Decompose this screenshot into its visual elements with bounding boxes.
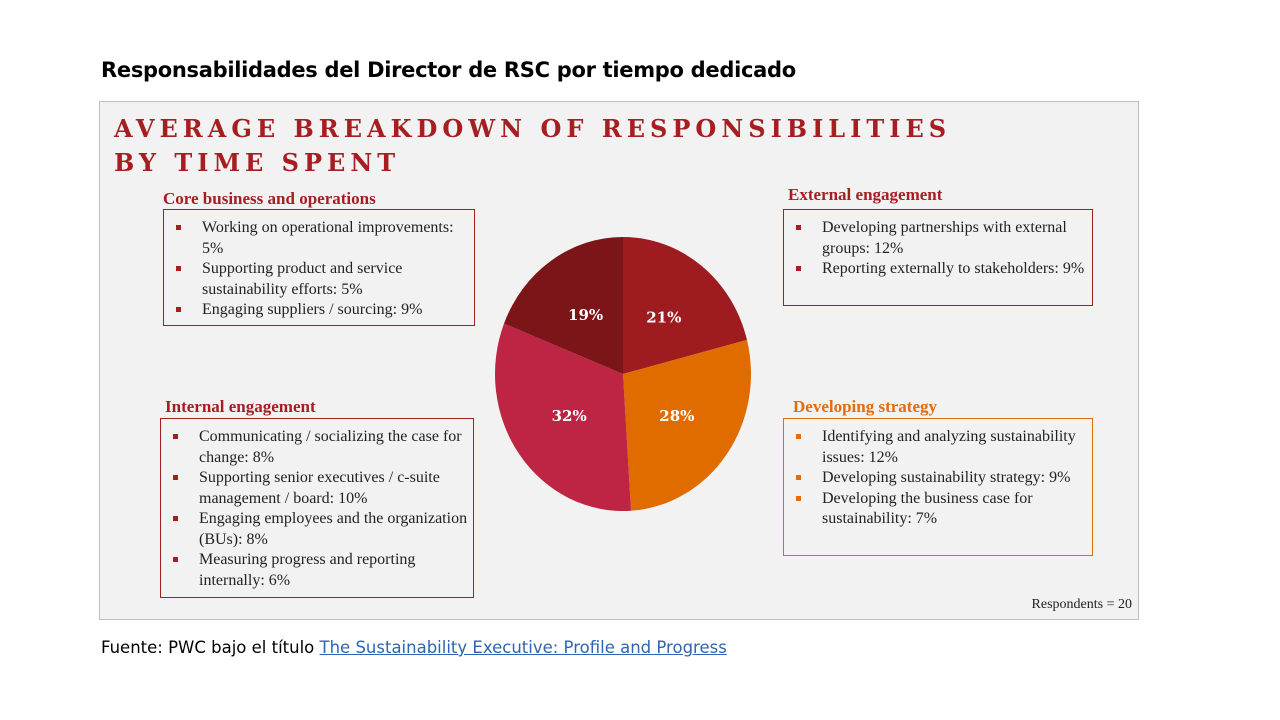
external-item: Reporting externally to stakeholders: 9%: [784, 259, 1088, 280]
core-section-box: Working on operational improvements: 5% …: [163, 209, 475, 326]
strategy-item: Developing sustainability strategy: 9%: [784, 468, 1088, 489]
bullet-icon: [176, 266, 181, 271]
bullet-icon: [173, 516, 178, 521]
source-link[interactable]: The Sustainability Executive: Profile an…: [319, 638, 727, 657]
pie-slice: [623, 237, 747, 374]
internal-section-title: Internal engagement: [165, 397, 316, 416]
external-item: Developing partnerships with external gr…: [784, 218, 1088, 259]
source-prefix: Fuente: PWC bajo el título: [101, 638, 320, 657]
pie-slice-label: 19%: [568, 306, 603, 324]
bullet-icon: [796, 475, 801, 480]
core-list: Working on operational improvements: 5% …: [164, 218, 468, 321]
pie-slice-label: 28%: [659, 407, 694, 425]
slide-title: Responsabilidades del Director de RSC po…: [101, 58, 796, 82]
external-section-title: External engagement: [788, 185, 943, 204]
strategy-list: Identifying and analyzing sustainability…: [784, 427, 1088, 530]
infographic-panel: AVERAGE BREAKDOWN OF RESPONSIBILITIES BY…: [99, 101, 1139, 620]
core-item: Engaging suppliers / sourcing: 9%: [164, 300, 468, 321]
pie-chart: 21% 28% 32% 19%: [494, 237, 751, 511]
respondents-note: Respondents = 20: [1031, 597, 1132, 612]
internal-list: Communicating / socializing the case for…: [161, 427, 469, 591]
strategy-section-title: Developing strategy: [793, 397, 938, 416]
internal-section-box: Communicating / socializing the case for…: [160, 418, 474, 598]
internal-item: Supporting senior executives / c-suite m…: [161, 468, 469, 509]
heading-line-1: AVERAGE BREAKDOWN OF RESPONSIBILITIES: [114, 114, 952, 143]
heading-line-2: BY TIME SPENT: [114, 148, 401, 177]
core-item: Working on operational improvements: 5%: [164, 218, 468, 259]
bullet-icon: [796, 434, 801, 439]
internal-item: Engaging employees and the organization …: [161, 509, 469, 550]
pie-slice: [494, 323, 632, 511]
strategy-section-box: Identifying and analyzing sustainability…: [783, 418, 1093, 556]
bullet-icon: [173, 475, 178, 480]
pie-slice-label: 21%: [646, 309, 681, 327]
bullet-icon: [176, 307, 181, 312]
bullet-icon: [796, 266, 801, 271]
external-list: Developing partnerships with external gr…: [784, 218, 1088, 280]
source-line: Fuente: PWC bajo el título The Sustainab…: [101, 638, 727, 657]
internal-item: Communicating / socializing the case for…: [161, 427, 469, 468]
strategy-item: Developing the business case for sustain…: [784, 489, 1088, 530]
core-item: Supporting product and service sustainab…: [164, 259, 468, 300]
pie-slice-label: 32%: [552, 407, 587, 425]
bullet-icon: [173, 557, 178, 562]
bullet-icon: [796, 495, 801, 501]
infographic-heading: AVERAGE BREAKDOWN OF RESPONSIBILITIES BY…: [114, 112, 951, 180]
external-section-box: Developing partnerships with external gr…: [783, 209, 1093, 306]
pie-slice: [623, 339, 751, 511]
internal-item: Measuring progress and reporting interna…: [161, 550, 469, 591]
bullet-icon: [176, 225, 181, 230]
bullet-icon: [796, 225, 801, 230]
pie-slice: [503, 237, 623, 374]
core-section-title: Core business and operations: [163, 189, 376, 208]
bullet-icon: [173, 434, 178, 439]
strategy-item: Identifying and analyzing sustainability…: [784, 427, 1088, 468]
